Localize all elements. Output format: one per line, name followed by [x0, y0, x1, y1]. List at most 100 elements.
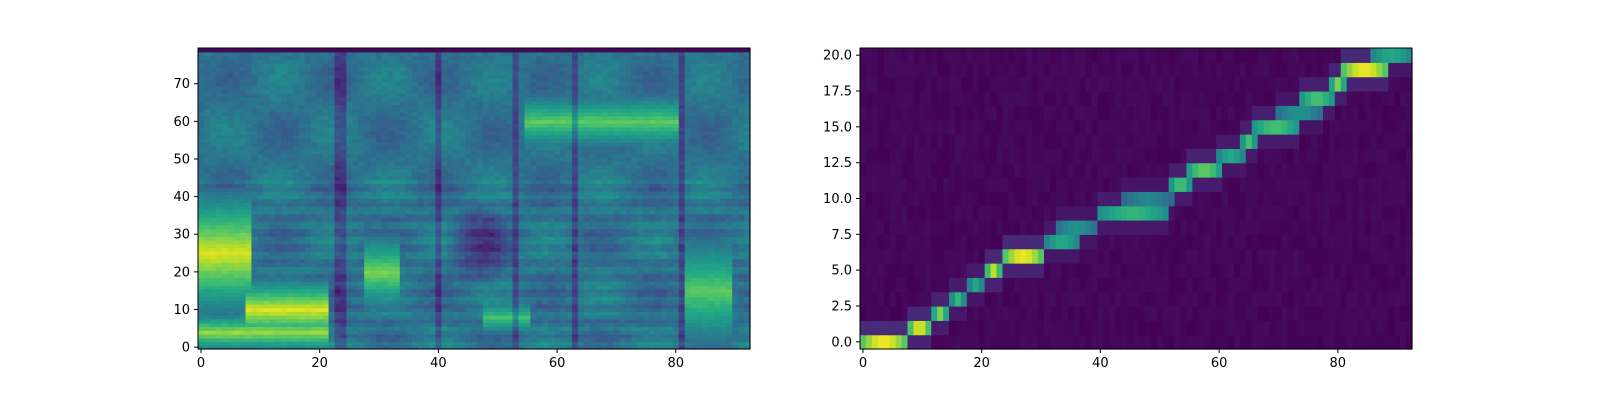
heatmap-cell — [720, 322, 727, 328]
heatmap-cell — [322, 236, 330, 241]
heatmap-cell — [702, 251, 710, 256]
heatmap-cell — [702, 326, 710, 331]
heatmap-cell — [447, 187, 454, 192]
heatmap-cell — [660, 266, 668, 271]
heatmap-cell — [382, 315, 389, 320]
heatmap-cell — [577, 300, 585, 305]
heatmap-cell — [684, 258, 692, 264]
heatmap-cell — [589, 251, 597, 256]
heatmap-cell — [631, 179, 638, 185]
heatmap-cell — [423, 303, 431, 309]
heatmap-cell — [227, 160, 235, 166]
heatmap-cell — [328, 213, 336, 218]
heatmap-cell — [465, 262, 472, 267]
heatmap-cell — [417, 262, 425, 267]
heatmap-cell — [571, 330, 579, 335]
heatmap-cell — [666, 190, 674, 196]
heatmap-cell — [643, 198, 650, 203]
heatmap-cell — [459, 221, 466, 226]
heatmap-cell — [275, 153, 282, 158]
heatmap-cell — [500, 243, 508, 249]
heatmap-cell — [601, 311, 609, 316]
heatmap-cell — [542, 251, 549, 256]
heatmap-cell — [275, 307, 282, 312]
heatmap-cell — [726, 232, 733, 237]
heatmap-cell — [429, 277, 437, 282]
heatmap-cell — [660, 318, 668, 324]
heatmap-cell — [524, 311, 531, 316]
heatmap-cell — [488, 209, 496, 215]
heatmap-cell — [690, 149, 698, 154]
heatmap-cell — [690, 326, 698, 331]
heatmap-cell — [447, 262, 454, 267]
heatmap-cell — [732, 232, 739, 237]
heatmap-cell — [393, 172, 401, 177]
heatmap-cell — [482, 153, 490, 158]
heatmap-cell — [221, 258, 229, 264]
heatmap-cell — [316, 311, 324, 316]
heatmap-cell — [637, 190, 644, 196]
heatmap-cell — [233, 318, 241, 324]
heatmap-cell — [494, 292, 502, 297]
heatmap-cell — [393, 239, 401, 245]
heatmap-cell — [429, 303, 437, 309]
heatmap-cell — [441, 273, 448, 279]
heatmap-cell — [696, 254, 704, 260]
heatmap-cell — [488, 213, 496, 218]
heatmap-cell — [304, 269, 312, 275]
heatmap-cell — [542, 221, 549, 226]
heatmap-cell — [631, 221, 638, 226]
heatmap-cell — [328, 183, 336, 188]
heatmap-cell — [465, 190, 472, 196]
heatmap-cell — [215, 164, 223, 169]
heatmap-cell — [714, 160, 721, 166]
heatmap-cell — [690, 232, 698, 237]
heatmap-cell — [239, 194, 247, 200]
heatmap-cell — [554, 337, 561, 343]
heatmap-cell — [530, 326, 537, 331]
heatmap-cell — [506, 202, 514, 207]
heatmap-cell — [304, 266, 312, 271]
heatmap-cell — [476, 277, 484, 282]
heatmap-cell — [625, 254, 632, 260]
heatmap-cell — [435, 318, 442, 324]
heatmap-cell — [215, 172, 223, 177]
heatmap-cell — [601, 315, 609, 320]
heatmap-cell — [287, 213, 294, 218]
heatmap-cell — [382, 206, 389, 211]
heatmap-cell — [738, 266, 745, 271]
heatmap-cell — [429, 145, 437, 151]
heatmap-cell — [494, 232, 502, 237]
heatmap-cell — [239, 262, 247, 267]
heatmap-cell — [298, 247, 306, 252]
heatmap-cell — [447, 277, 454, 282]
heatmap-cell — [429, 179, 437, 185]
heatmap-cell — [399, 190, 407, 196]
heatmap-cell — [732, 258, 739, 264]
heatmap-cell — [203, 221, 211, 226]
heatmap-cell — [571, 221, 579, 226]
heatmap-cell — [399, 198, 407, 203]
heatmap-cell — [352, 164, 359, 169]
heatmap-cell — [488, 172, 496, 177]
heatmap-cell — [322, 273, 330, 279]
heatmap-cell — [500, 315, 508, 320]
heatmap-cell — [399, 157, 407, 162]
heatmap-cell — [453, 172, 460, 177]
heatmap-cell — [411, 307, 419, 312]
heatmap-cell — [227, 341, 235, 346]
heatmap-cell — [393, 341, 401, 346]
heatmap-cell — [560, 333, 567, 339]
heatmap-cell — [322, 326, 330, 331]
heatmap-cell — [429, 322, 437, 328]
heatmap-cell — [399, 221, 407, 226]
heatmap-cell — [518, 345, 526, 350]
heatmap-cell — [459, 236, 466, 241]
heatmap-cell — [566, 206, 573, 211]
heatmap-cell — [281, 266, 288, 271]
heatmap-cell — [459, 232, 466, 237]
heatmap-cell — [577, 322, 585, 328]
heatmap-cell — [506, 247, 514, 252]
heatmap-cell — [619, 224, 626, 230]
heatmap-cell — [370, 269, 377, 275]
